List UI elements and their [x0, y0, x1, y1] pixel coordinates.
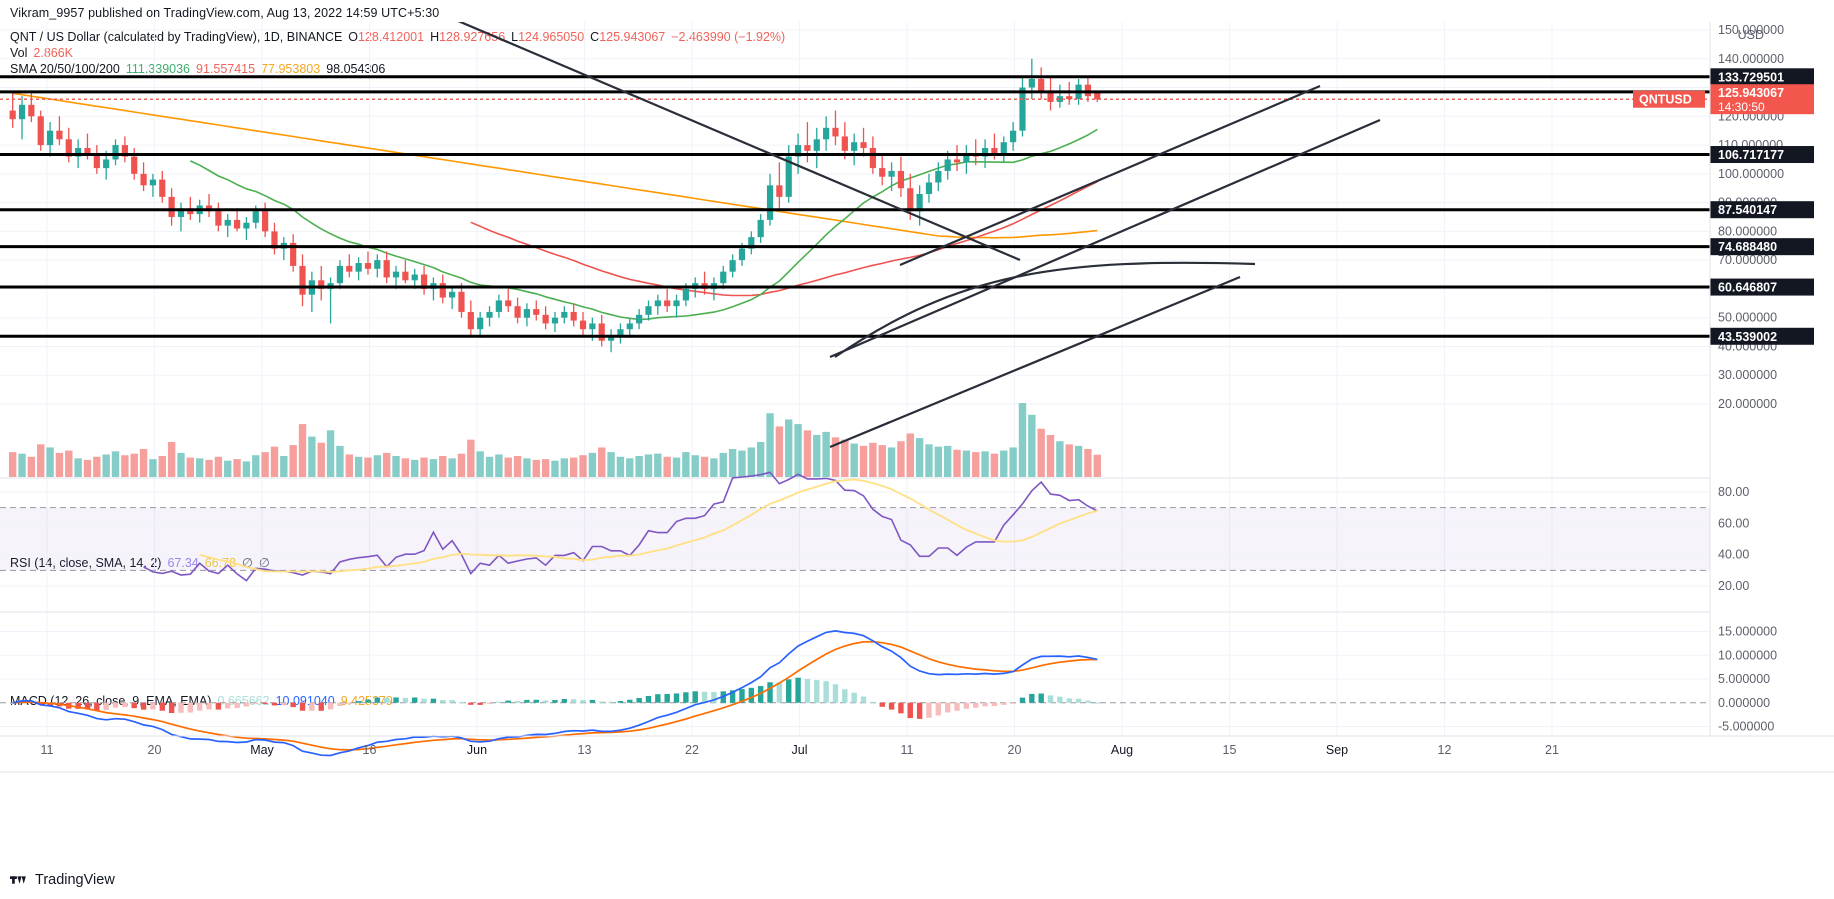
svg-text:15.000000: 15.000000	[1718, 625, 1777, 639]
svg-text:60.00: 60.00	[1718, 516, 1749, 530]
svg-text:11: 11	[41, 743, 54, 757]
svg-text:11: 11	[901, 743, 914, 757]
tradingview-footer: TradingView	[10, 870, 115, 889]
svg-text:22: 22	[685, 743, 699, 757]
svg-text:30.000000: 30.000000	[1718, 368, 1777, 382]
svg-text:20: 20	[148, 743, 162, 757]
svg-text:Jul: Jul	[792, 743, 808, 757]
svg-text:QNTUSD: QNTUSD	[1639, 93, 1692, 107]
svg-text:16: 16	[363, 743, 377, 757]
price-axis-currency: USD	[1737, 28, 1764, 42]
svg-text:13: 13	[578, 743, 592, 757]
tradingview-brand: TradingView	[35, 871, 115, 888]
svg-text:40.00: 40.00	[1718, 548, 1749, 562]
svg-text:20: 20	[1008, 743, 1022, 757]
publication-credit: Vikram_9957 published on TradingView.com…	[10, 6, 440, 20]
svg-text:20.00: 20.00	[1718, 579, 1749, 593]
svg-text:21: 21	[1545, 743, 1559, 757]
svg-text:140.000000: 140.000000	[1718, 52, 1784, 66]
svg-text:5.000000: 5.000000	[1718, 672, 1770, 686]
svg-text:12: 12	[1438, 743, 1452, 757]
svg-text:-5.000000: -5.000000	[1718, 720, 1774, 734]
svg-text:Aug: Aug	[1111, 743, 1133, 757]
svg-text:15: 15	[1223, 743, 1237, 757]
svg-text:Jun: Jun	[467, 743, 487, 757]
svg-text:60.646807: 60.646807	[1718, 281, 1777, 295]
svg-text:87.540147: 87.540147	[1718, 203, 1777, 217]
svg-text:May: May	[250, 743, 274, 757]
chart-canvas[interactable]: 150.000000140.000000130.000000120.000000…	[0, 22, 1834, 867]
svg-text:14:30:50: 14:30:50	[1718, 100, 1765, 114]
svg-text:80.00: 80.00	[1718, 485, 1749, 499]
svg-text:125.943067: 125.943067	[1718, 86, 1784, 100]
svg-text:80.000000: 80.000000	[1718, 224, 1777, 238]
svg-text:50.000000: 50.000000	[1718, 311, 1777, 325]
svg-text:100.000000: 100.000000	[1718, 167, 1784, 181]
svg-text:Sep: Sep	[1326, 743, 1348, 757]
svg-text:43.539002: 43.539002	[1718, 330, 1777, 344]
svg-text:10.000000: 10.000000	[1718, 648, 1777, 662]
svg-text:0.000000: 0.000000	[1718, 696, 1770, 710]
svg-text:106.717177: 106.717177	[1718, 148, 1784, 162]
svg-text:133.729501: 133.729501	[1718, 70, 1784, 84]
svg-text:150.000000: 150.000000	[1718, 23, 1784, 37]
svg-text:74.688480: 74.688480	[1718, 240, 1777, 254]
svg-text:70.000000: 70.000000	[1718, 253, 1777, 267]
tradingview-logo-icon	[10, 876, 26, 884]
svg-text:20.000000: 20.000000	[1718, 397, 1777, 411]
